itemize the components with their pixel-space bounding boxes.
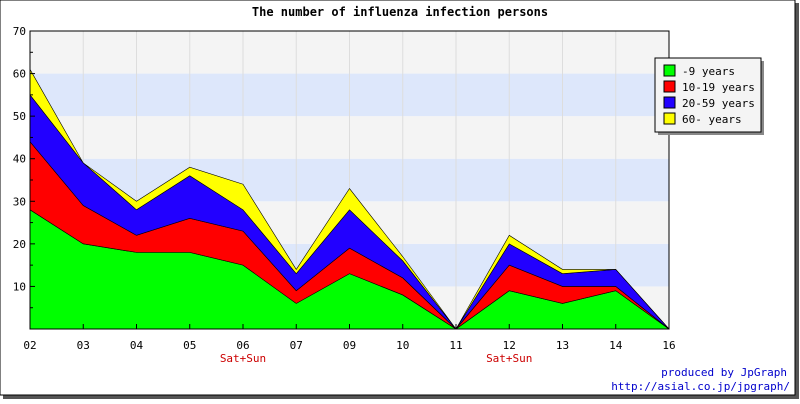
y-tick-label: 50 <box>13 110 26 123</box>
x-tick-note: Sat+Sun <box>220 352 266 365</box>
legend-label: -9 years <box>682 65 735 78</box>
y-axis: 10 20 30 40 50 60 70 <box>13 25 35 309</box>
x-tick-label: 13 <box>556 339 569 352</box>
y-tick-label: 30 <box>13 195 26 208</box>
x-tick-note: Sat+Sun <box>486 352 532 365</box>
y-tick-label: 70 <box>13 25 26 38</box>
x-tick-label: 14 <box>609 339 623 352</box>
y-tick-label: 40 <box>13 153 26 166</box>
y-tick-label: 20 <box>13 238 26 251</box>
area-60-years <box>29 68 670 330</box>
x-tick-label: 11 <box>449 339 462 352</box>
legend-swatch <box>663 80 676 93</box>
x-tick-label: 09 <box>343 339 356 352</box>
x-tick-label: 16 <box>662 339 675 352</box>
legend-label: 10-19 years <box>682 81 755 94</box>
x-tick-label: 07 <box>290 339 303 352</box>
x-tick-label: 12 <box>503 339 516 352</box>
legend-swatch <box>663 112 676 125</box>
chart-title: The number of influenza infection person… <box>252 5 548 19</box>
y-tick-label: 10 <box>13 280 26 293</box>
y-tick-label: 60 <box>13 68 26 81</box>
x-tick-label: 10 <box>396 339 409 352</box>
legend-swatch <box>663 64 676 77</box>
x-tick-label: 04 <box>130 339 144 352</box>
legend-label: 20-59 years <box>682 97 755 110</box>
credit-link[interactable]: http://asial.co.jp/jpgraph/ <box>611 380 790 393</box>
credit-line-1: produced by JpGraph <box>661 366 787 379</box>
area-series <box>29 68 670 330</box>
x-tick-label: 02 <box>23 339 36 352</box>
x-tick-label: 05 <box>183 339 196 352</box>
legend-swatch <box>663 96 676 109</box>
x-tick-label: 06 <box>236 339 249 352</box>
legend: -9 years 10-19 years 20-59 years 60- years <box>654 57 764 135</box>
legend-label: 60- years <box>682 113 742 126</box>
x-tick-label: 03 <box>77 339 90 352</box>
